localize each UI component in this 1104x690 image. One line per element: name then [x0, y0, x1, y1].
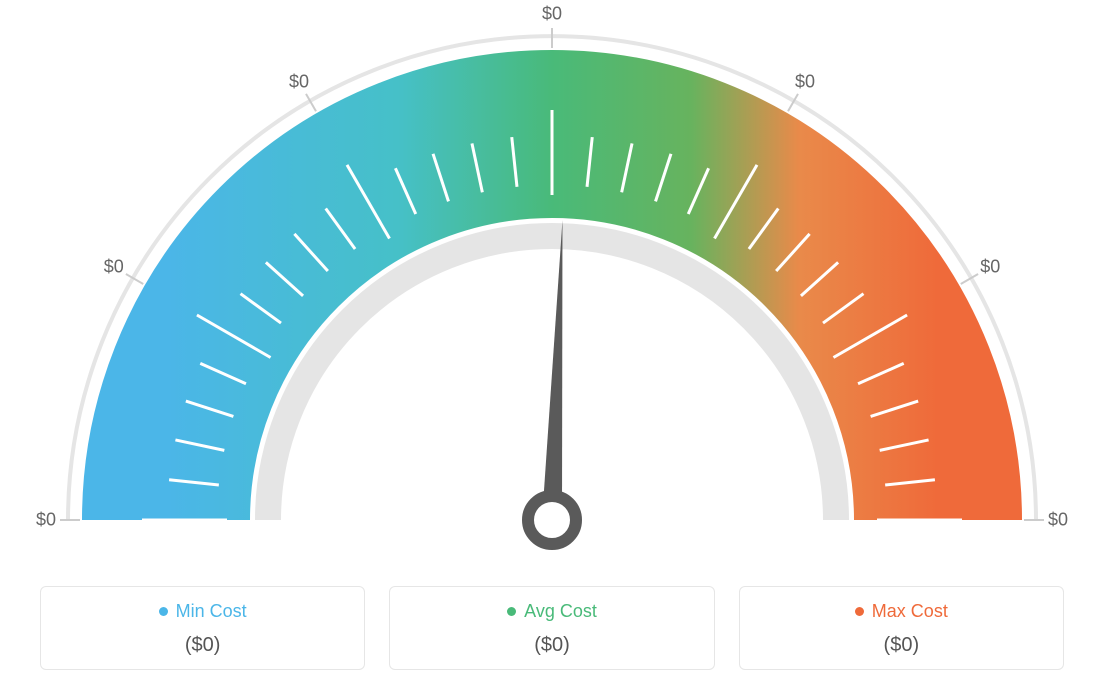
legend-title-min: Min Cost	[159, 601, 247, 622]
legend-title-avg: Avg Cost	[507, 601, 597, 622]
legend-title-max: Max Cost	[855, 601, 948, 622]
legend-card-max: Max Cost ($0)	[739, 586, 1064, 670]
legend-dot-min	[159, 607, 168, 616]
legend-label-max: Max Cost	[872, 601, 948, 622]
tick-label: $0	[289, 71, 309, 92]
legend-row: Min Cost ($0) Avg Cost ($0) Max Cost ($0…	[40, 586, 1064, 670]
legend-dot-avg	[507, 607, 516, 616]
tick-label: $0	[980, 257, 1000, 278]
legend-card-avg: Avg Cost ($0)	[389, 586, 714, 670]
legend-label-avg: Avg Cost	[524, 601, 597, 622]
tick-label: $0	[542, 4, 562, 25]
gauge-area: $0 $0 $0 $0 $0 $0 $0	[0, 0, 1104, 560]
tick-label: $0	[1048, 510, 1068, 531]
tick-label: $0	[795, 71, 815, 92]
legend-dot-max	[855, 607, 864, 616]
gauge-svg	[0, 10, 1104, 570]
tick-label: $0	[104, 257, 124, 278]
tick-label: $0	[36, 510, 56, 531]
legend-label-min: Min Cost	[176, 601, 247, 622]
legend-value-max: ($0)	[750, 634, 1053, 657]
legend-value-min: ($0)	[51, 634, 354, 657]
cost-gauge-chart: { "gauge": { "type": "gauge", "center_x"…	[0, 0, 1104, 690]
legend-card-min: Min Cost ($0)	[40, 586, 365, 670]
legend-value-avg: ($0)	[400, 634, 703, 657]
